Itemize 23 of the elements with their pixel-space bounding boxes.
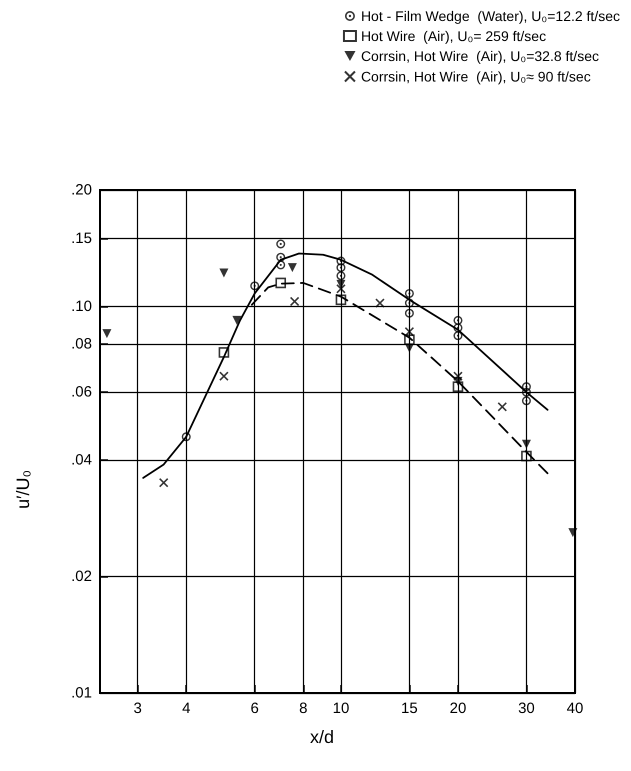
x-tick-label: 6 <box>250 700 259 717</box>
legend-label: Corrsin, Hot Wire (Air), U₀=32.8 ft/sec <box>360 48 599 64</box>
x-tick-label: 20 <box>450 700 466 717</box>
y-axis-title: u′/U₀ <box>13 470 33 509</box>
y-tick-label: .01 <box>71 684 92 702</box>
legend-label: Hot Wire (Air), U₀= 259 ft/sec <box>360 28 546 44</box>
y-tick-label: .04 <box>71 452 92 469</box>
y-tick-label: .20 <box>71 182 92 198</box>
y-tick-label: .15 <box>71 230 92 247</box>
y-tick-label: .10 <box>71 298 92 315</box>
x-tick-label: 4 <box>182 700 190 717</box>
x-axis-title: x/d <box>310 727 334 747</box>
x-tick-label: 40 <box>566 700 584 717</box>
legend-label: Hot - Film Wedge (Water), U₀=12.2 ft/sec <box>360 8 620 24</box>
y-tick-label: .02 <box>71 568 92 586</box>
x-tick-label: 10 <box>332 700 350 717</box>
x-tick-label: 15 <box>401 700 418 717</box>
x-tick-label: 30 <box>518 700 535 717</box>
x-tick-label: 8 <box>299 700 308 717</box>
y-tick-label: .08 <box>71 335 92 352</box>
y-tick-label: .06 <box>71 384 92 401</box>
legend-label: Corrsin, Hot Wire (Air), U₀≈ 90 ft/sec <box>360 68 591 84</box>
x-tick-label: 3 <box>134 700 142 717</box>
